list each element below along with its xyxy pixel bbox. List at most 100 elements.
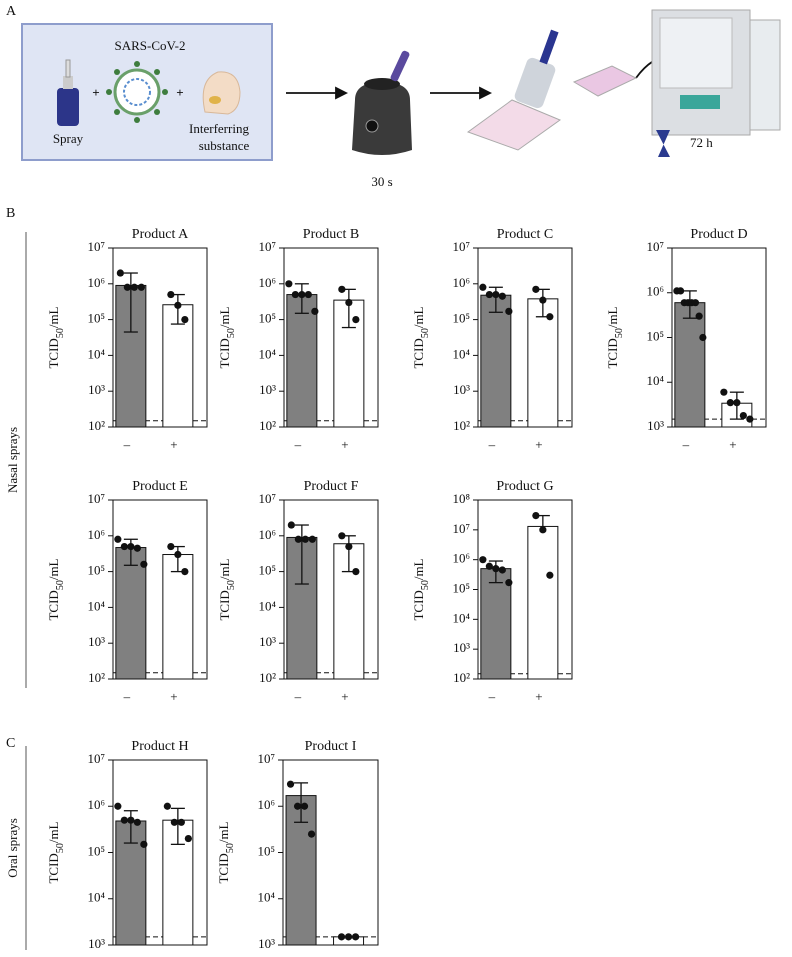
group-label: Oral sprays xyxy=(5,818,20,878)
pipette-plate xyxy=(466,29,638,151)
x-tick-label: – xyxy=(123,437,131,452)
y-tick-label: 10⁴ xyxy=(87,346,105,361)
y-tick-label: 10⁷ xyxy=(258,239,276,254)
data-point xyxy=(294,535,302,543)
y-label-part: TCID xyxy=(46,590,61,620)
data-point xyxy=(293,802,302,810)
data-point xyxy=(127,542,135,551)
y-tick-label: 10⁴ xyxy=(452,346,470,361)
data-point xyxy=(479,283,487,291)
y-tick-label: 10⁶ xyxy=(87,797,105,812)
y-label-part: /mL xyxy=(217,306,232,328)
data-point xyxy=(539,526,547,534)
y-tick-label: 10⁴ xyxy=(87,598,105,613)
y-tick-label: 10⁵ xyxy=(87,563,105,578)
data-point xyxy=(739,411,747,420)
data-point xyxy=(140,840,148,848)
data-point xyxy=(726,399,734,407)
data-point xyxy=(120,816,128,824)
chart-title: Product D xyxy=(690,227,747,242)
data-point xyxy=(699,333,707,342)
y-tick-label: 10⁷ xyxy=(258,491,276,506)
y-label-part: /mL xyxy=(411,558,426,580)
y-tick-label: 10³ xyxy=(259,382,276,397)
data-point xyxy=(345,298,353,307)
data-point xyxy=(733,399,741,407)
data-point xyxy=(127,816,135,824)
y-tick-label: 10⁵ xyxy=(452,311,470,326)
y-label-sub: 50 xyxy=(614,328,625,338)
virus-icon xyxy=(106,61,168,123)
data-point xyxy=(286,780,295,788)
x-tick-label: – xyxy=(488,437,496,452)
data-point xyxy=(120,542,128,551)
data-point xyxy=(300,802,309,810)
y-tick-label: 10⁵ xyxy=(258,311,276,326)
virus-label: SARS-CoV-2 xyxy=(114,38,185,53)
y-label-sub: 50 xyxy=(55,843,66,853)
data-point xyxy=(498,566,506,574)
y-tick-label: 10⁷ xyxy=(257,751,275,766)
interfering-label: Interferring xyxy=(189,121,249,136)
data-point xyxy=(345,542,353,551)
data-point xyxy=(285,280,293,288)
y-label-part: /mL xyxy=(411,306,426,328)
y-tick-label: 10⁸ xyxy=(452,491,470,506)
interfering-label: substance xyxy=(199,138,250,153)
chart-title: Product A xyxy=(132,227,189,242)
x-tick-label: + xyxy=(341,437,348,452)
plot-frame xyxy=(112,759,208,946)
data-point xyxy=(130,283,138,291)
y-label-sub: 50 xyxy=(55,580,66,590)
y-tick-label: 10⁵ xyxy=(87,311,105,326)
data-point xyxy=(720,388,728,396)
y-tick-label: 10³ xyxy=(258,936,275,951)
data-point xyxy=(351,933,360,941)
data-point xyxy=(311,307,319,315)
x-tick-label: + xyxy=(341,955,348,957)
chart-title: Product G xyxy=(496,479,553,494)
data-point xyxy=(170,818,178,826)
y-tick-label: 10⁴ xyxy=(258,598,276,613)
y-tick-label: 10⁷ xyxy=(452,239,470,254)
head-icon xyxy=(202,71,241,115)
data-point xyxy=(287,521,295,529)
y-tick-label: 10² xyxy=(88,670,105,685)
y-axis-label: TCID50/mL xyxy=(46,558,66,620)
data-point xyxy=(123,283,131,291)
data-point xyxy=(174,301,182,309)
y-tick-label: 10⁷ xyxy=(452,521,470,536)
y-axis-label: TCID50/mL xyxy=(217,306,237,368)
data-point xyxy=(492,565,500,573)
data-point xyxy=(532,511,540,520)
data-point xyxy=(181,568,189,576)
data-point xyxy=(498,292,506,300)
y-tick-label: 10⁶ xyxy=(258,527,276,542)
chart-title: Product C xyxy=(497,227,553,242)
vortex-icon xyxy=(352,50,412,155)
hourglass xyxy=(656,130,670,157)
y-tick-label: 10⁴ xyxy=(257,890,275,905)
y-label-part: TCID xyxy=(217,338,232,368)
bar xyxy=(162,554,194,680)
y-label-sub: 50 xyxy=(226,328,237,338)
x-tick-label: + xyxy=(535,437,542,452)
data-point xyxy=(114,535,122,543)
data-point xyxy=(352,316,360,324)
y-axis-label: TCID50/mL xyxy=(605,306,625,368)
data-point xyxy=(546,313,554,321)
data-point xyxy=(116,269,124,277)
plot-frame xyxy=(112,247,208,428)
y-tick-label: 10² xyxy=(88,418,105,433)
y-tick-label: 10⁷ xyxy=(646,239,664,254)
plot-frame xyxy=(477,247,573,428)
data-point xyxy=(304,290,312,299)
data-point xyxy=(174,550,182,559)
x-tick-label: – xyxy=(682,437,690,452)
y-tick-label: 10³ xyxy=(88,936,105,951)
x-tick-label: – xyxy=(123,955,131,957)
y-tick-label: 10³ xyxy=(453,382,470,397)
y-tick-label: 10⁴ xyxy=(87,890,105,905)
data-point xyxy=(184,834,192,843)
